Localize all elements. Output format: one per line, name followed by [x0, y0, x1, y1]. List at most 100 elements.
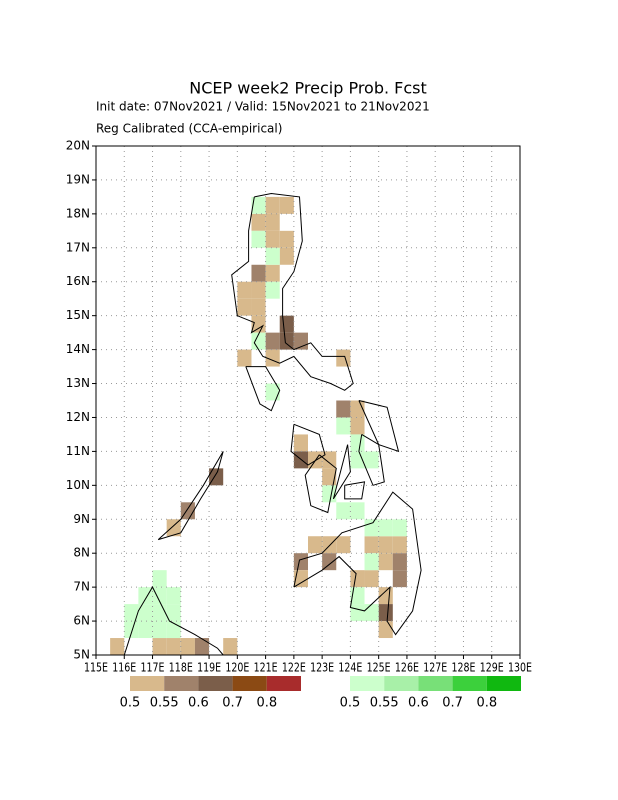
- y-tick-label: 15N: [66, 308, 90, 322]
- colorbar-label: 0.8: [476, 696, 497, 711]
- x-tick-label: 126E: [395, 661, 419, 675]
- grid-cell: [152, 621, 167, 639]
- grid-cell: [279, 230, 294, 248]
- grid-cell: [378, 553, 393, 571]
- colorbar-label: 0.55: [150, 696, 179, 711]
- coastline-segment: [358, 433, 385, 486]
- coastline-segment: [157, 451, 224, 541]
- grid-cell: [336, 417, 351, 435]
- cells: [110, 196, 407, 655]
- coastline-segment: [231, 192, 354, 391]
- grid-cell: [251, 298, 266, 316]
- y-tick-label: 18N: [66, 206, 90, 220]
- grid-cell: [152, 570, 167, 588]
- grid-cell: [364, 451, 379, 469]
- grid-cell: [364, 553, 379, 571]
- grid-cell: [265, 383, 280, 401]
- grid-cell: [237, 281, 252, 299]
- colorbar-segment: [384, 676, 419, 691]
- grid-cell: [364, 519, 379, 537]
- grid-cell: [138, 621, 153, 639]
- grid-cell: [251, 315, 266, 333]
- grid-cell: [364, 604, 379, 622]
- grid-cell: [223, 638, 238, 655]
- note: Reg Calibrated (CCA-empirical): [96, 122, 282, 136]
- x-tick-label: 115E: [84, 661, 108, 675]
- grid-cell: [293, 570, 308, 588]
- grid-cell: [279, 332, 294, 350]
- y-tick-label: 5N: [73, 648, 90, 662]
- colorbar-label: 0.5: [340, 696, 361, 711]
- grid-cell: [350, 502, 365, 520]
- chart-title: NCEP week2 Precip Prob. Fcst: [189, 79, 427, 98]
- colorbar-segment: [164, 676, 199, 691]
- grid-cell: [293, 553, 308, 571]
- y-tick-label: 20N: [66, 139, 90, 153]
- coastline-segment: [245, 366, 281, 412]
- colorbar-label: 0.6: [188, 696, 209, 711]
- coastline-segment: [332, 444, 351, 500]
- colorbar-label: 0.5: [120, 696, 141, 711]
- grid-cell: [279, 247, 294, 265]
- y-tick-label: 14N: [66, 342, 90, 356]
- colorbar-label: 0.8: [256, 696, 277, 711]
- coastline: [123, 192, 422, 656]
- grid-cell: [110, 638, 125, 655]
- x-tick-label: 125E: [367, 661, 391, 675]
- x-tick-label: 118E: [169, 661, 193, 675]
- y-tick-label: 6N: [73, 614, 90, 628]
- coastline-segment: [304, 454, 337, 514]
- grid-cell: [124, 621, 139, 639]
- x-tick-label: 119E: [197, 661, 221, 675]
- grid-cell: [378, 536, 393, 554]
- grid-cell: [279, 315, 294, 333]
- grid-cell: [251, 230, 266, 248]
- coastline-segment: [358, 400, 400, 453]
- colorbar-segment: [452, 676, 487, 691]
- grid-cell: [251, 264, 266, 282]
- grid-cell: [265, 196, 280, 214]
- grid-cell: [152, 587, 167, 605]
- grid-cell: [378, 519, 393, 537]
- grid-cell: [265, 230, 280, 248]
- colorbar-segment: [486, 676, 521, 691]
- grid-cell: [265, 264, 280, 282]
- grid-cell: [322, 468, 337, 486]
- colorbar-label: 0.7: [222, 696, 243, 711]
- grid-cell: [336, 502, 351, 520]
- grid-cell: [251, 213, 266, 231]
- colorbar-label: 0.7: [442, 696, 463, 711]
- x-tick-label: 124E: [338, 661, 362, 675]
- grid-cell: [392, 553, 407, 571]
- x-tick-label: 117E: [141, 661, 165, 675]
- grid-cell: [152, 638, 167, 655]
- colorbar-segment: [350, 676, 385, 691]
- grid-cell: [350, 570, 365, 588]
- grid-cell: [152, 604, 167, 622]
- grid-cell: [350, 417, 365, 435]
- y-tick-label: 8N: [73, 546, 90, 560]
- grid-cell: [392, 536, 407, 554]
- y-tick-label: 9N: [73, 512, 90, 526]
- colorbar-segment: [266, 676, 301, 691]
- grid-cell: [293, 434, 308, 452]
- grid-cell: [322, 553, 337, 571]
- colorbar-label: 0.6: [408, 696, 429, 711]
- grid-cell: [138, 587, 153, 605]
- grid-cell: [251, 196, 266, 214]
- grid-cell: [209, 468, 224, 486]
- plot-frame: [95, 145, 521, 656]
- x-tick-label: 121E: [254, 661, 278, 675]
- grid-cell: [378, 621, 393, 639]
- y-tick-label: 10N: [66, 478, 90, 492]
- x-tick-label: 123E: [310, 661, 334, 675]
- grid-cell: [322, 451, 337, 469]
- grid-cell: [265, 281, 280, 299]
- y-tick-label: 11N: [66, 444, 90, 458]
- grid-cell: [322, 485, 337, 503]
- grid-cell: [392, 570, 407, 588]
- grid-cell: [350, 434, 365, 452]
- y-tick-label: 13N: [66, 376, 90, 390]
- grid-cell: [308, 451, 323, 469]
- grid-cell: [124, 604, 139, 622]
